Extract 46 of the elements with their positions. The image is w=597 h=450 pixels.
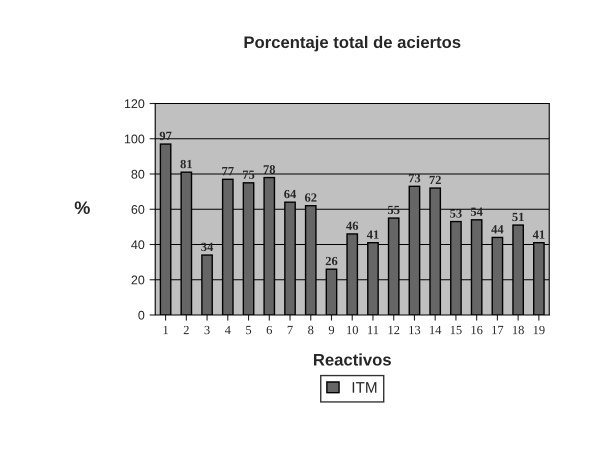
legend-label: ITM — [352, 382, 376, 393]
x-tick-label: 12 — [388, 326, 400, 334]
y-tick-label: 120 — [124, 99, 144, 108]
x-tick-label: 18 — [512, 326, 524, 334]
data-label: 41 — [532, 230, 544, 239]
y-tick-label: 80 — [131, 170, 144, 179]
y-tick-label: 40 — [131, 240, 144, 250]
x-tick-label: 15 — [450, 326, 462, 334]
y-tick-label: 20 — [132, 276, 144, 284]
y-tick-label: 0 — [138, 310, 144, 320]
x-tick-label: 6 — [266, 326, 272, 334]
data-label: 73 — [408, 174, 420, 182]
data-label: 34 — [201, 242, 214, 252]
x-tick-label: 10 — [347, 326, 358, 334]
x-tick-label: 1 — [164, 326, 168, 334]
x-tick-label: 14 — [430, 326, 442, 334]
x-tick-label: 8 — [308, 326, 314, 334]
x-tick-label: 4 — [224, 326, 231, 334]
data-label: 26 — [326, 256, 338, 266]
x-tick-label: 9 — [328, 326, 334, 334]
data-label: 77 — [222, 167, 234, 176]
y-axis-title: % — [74, 201, 90, 214]
y-tick-label: 60 — [132, 205, 144, 214]
x-axis-title: Reactivos — [314, 353, 391, 366]
x-tick-label: 19 — [534, 326, 545, 334]
data-label: 78 — [264, 165, 276, 174]
x-tick-label: 17 — [492, 326, 504, 334]
data-label: 51 — [512, 212, 524, 222]
x-tick-label: 2 — [184, 326, 189, 334]
y-tick-label: 100 — [124, 134, 144, 144]
data-label: 46 — [346, 222, 358, 230]
data-label: 54 — [470, 208, 483, 216]
x-tick-label: 7 — [288, 326, 293, 334]
data-label: 41 — [366, 230, 379, 239]
x-tick-label: 3 — [204, 326, 210, 334]
data-label: 72 — [430, 176, 441, 184]
data-label: 44 — [491, 225, 504, 234]
x-tick-label: 11 — [368, 326, 378, 334]
x-tick-label: 13 — [409, 326, 420, 334]
data-label: 62 — [304, 193, 316, 202]
x-tick-label: 5 — [246, 326, 252, 334]
x-tick-label: 16 — [472, 326, 483, 334]
data-label: 81 — [180, 160, 192, 168]
data-label: 64 — [284, 190, 296, 198]
chart-title: Porcentaje total de aciertos — [244, 36, 460, 52]
data-label: 53 — [450, 209, 462, 218]
